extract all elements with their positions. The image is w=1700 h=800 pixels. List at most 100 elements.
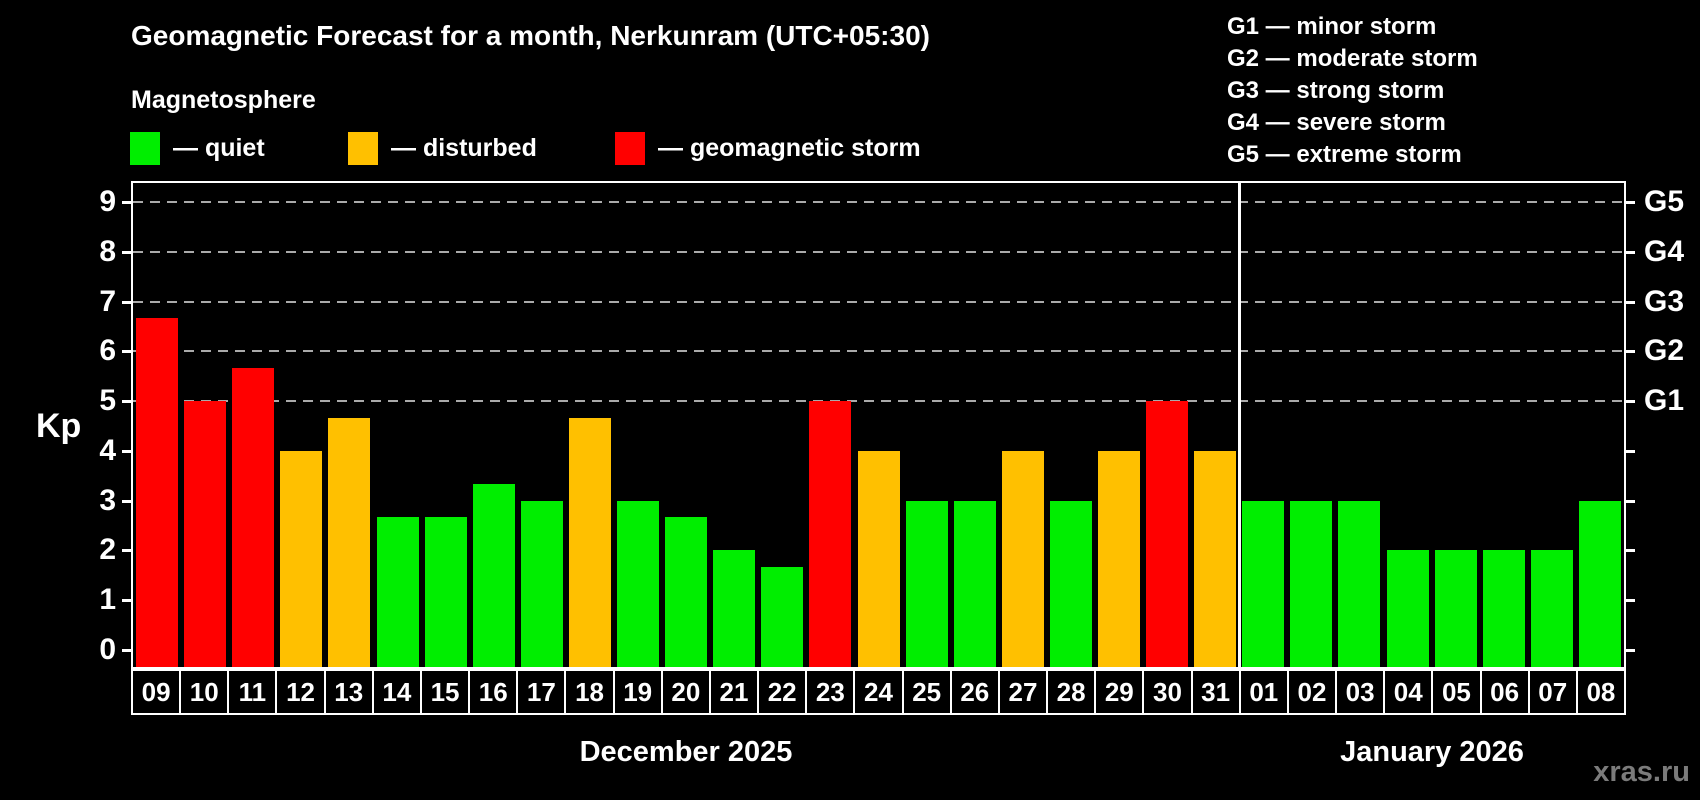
y-axis-tick-left-5: [122, 400, 133, 404]
y-axis-tick-right-6: [1624, 350, 1635, 354]
y-axis-tick-left-0: [122, 649, 133, 652]
month-label-0: December 2025: [579, 736, 793, 768]
y-axis-label-8: 8: [99, 234, 116, 268]
y-axis-label-4: 4: [99, 433, 116, 467]
bar-08: [1578, 501, 1621, 667]
day-cell-18: 18: [566, 671, 613, 713]
bar-16: [472, 484, 515, 667]
day-cell-31: 31: [1192, 671, 1239, 713]
bar-23: [809, 401, 852, 667]
y-axis-tick-left-2: [122, 549, 133, 553]
chart-title: Geomagnetic Forecast for a month, Nerkun…: [131, 20, 930, 51]
day-cell-15: 15: [421, 671, 469, 713]
day-cell-09: 09: [133, 671, 180, 713]
bar-13: [328, 418, 371, 667]
gridline-kp7: [133, 300, 1624, 303]
day-cell-25: 25: [903, 671, 950, 713]
y-axis-label-7: 7: [99, 284, 116, 318]
bar-10: [184, 401, 227, 667]
day-cell-30: 30: [1144, 671, 1191, 713]
y-axis-tick-right-4: [1624, 449, 1635, 453]
day-cell-03: 03: [1337, 671, 1384, 713]
day-cell-27: 27: [999, 671, 1047, 713]
day-cell-11: 11: [229, 671, 276, 713]
legend-label-disturbed: — disturbed: [391, 133, 537, 162]
day-cell-16: 16: [470, 671, 517, 713]
y-axis-tick-right-3: [1624, 499, 1635, 503]
bar-26: [953, 501, 996, 667]
y-axis-tick-right-7: [1624, 300, 1635, 304]
bar-30: [1146, 401, 1189, 667]
legend-label-quiet: — quiet: [173, 133, 265, 162]
day-cell-20: 20: [662, 671, 709, 713]
bar-21: [713, 550, 756, 667]
day-cell-13: 13: [325, 671, 372, 713]
y-axis-title: Kp: [36, 407, 82, 445]
right-axis-label-g5: G5: [1644, 185, 1685, 218]
right-axis-label-g1: G1: [1644, 384, 1685, 418]
plot-area: [131, 181, 1626, 669]
day-cell-24: 24: [855, 671, 902, 713]
y-axis-label-5: 5: [99, 384, 116, 418]
g-scale-line-2: G2 — moderate storm: [1227, 45, 1478, 72]
right-axis-label-g3: G3: [1644, 284, 1685, 318]
day-label-row: 09 10 11 12 13 14 15 16 17 18 19 20 21 22 23 24 25 26 27 28…: [131, 669, 1626, 715]
y-axis-tick-right-0: [1624, 649, 1635, 652]
quiet-swatch-icon: [130, 131, 160, 165]
bar-27: [1001, 451, 1044, 667]
month-label-1: January 2026: [1340, 736, 1524, 768]
day-cell-28: 28: [1048, 671, 1095, 713]
day-cell-19: 19: [614, 671, 661, 713]
right-axis-label-g2: G2: [1644, 334, 1685, 368]
y-axis-label-1: 1: [99, 583, 116, 617]
disturbed-swatch-icon: [348, 131, 378, 165]
y-axis-label-6: 6: [99, 334, 116, 368]
y-axis-tick-right-5: [1624, 400, 1635, 404]
bar-20: [665, 517, 708, 667]
legend-item-storm: — geomagnetic storm: [615, 131, 921, 165]
month-divider: [1237, 183, 1241, 667]
day-cell-21: 21: [710, 671, 758, 713]
legend-item-quiet: — quiet: [130, 131, 265, 165]
bar-18: [568, 418, 611, 667]
bar-22: [761, 567, 804, 667]
bar-24: [857, 451, 900, 667]
g-scale-line-3: G3 — strong storm: [1227, 77, 1445, 104]
y-axis-label-3: 3: [99, 483, 116, 517]
y-axis-tick-right-1: [1624, 599, 1635, 603]
legend-label-storm: — geomagnetic storm: [658, 133, 921, 162]
g-scale-line-5: G5 — extreme storm: [1227, 141, 1462, 168]
day-cell-08: 08: [1577, 671, 1624, 713]
day-cell-06: 06: [1481, 671, 1528, 713]
gridline-kp5: [133, 400, 1624, 403]
y-axis-label-9: 9: [99, 185, 116, 218]
bar-28: [1049, 501, 1092, 667]
y-axis-tick-left-1: [122, 599, 133, 603]
legend-item-disturbed: — disturbed: [348, 131, 537, 165]
y-axis-tick-left-3: [122, 499, 133, 503]
gridline-kp9: [133, 201, 1624, 203]
g-scale-line-1: G1 — minor storm: [1227, 13, 1437, 40]
y-axis-tick-right-9: [1624, 201, 1635, 204]
day-cell-14: 14: [373, 671, 420, 713]
y-axis-tick-left-4: [122, 449, 133, 453]
watermark: xras.ru: [1593, 756, 1690, 788]
bar-01: [1242, 501, 1285, 667]
day-cell-02: 02: [1288, 671, 1336, 713]
day-cell-26: 26: [951, 671, 998, 713]
storm-swatch-icon: [615, 131, 645, 165]
y-axis-label-2: 2: [99, 533, 116, 567]
y-axis-tick-left-6: [122, 350, 133, 354]
y-axis-tick-left-9: [122, 201, 133, 204]
bar-03: [1338, 501, 1381, 667]
bar-02: [1290, 501, 1333, 667]
y-axis-tick-left-8: [122, 250, 133, 254]
bar-15: [424, 517, 467, 667]
y-axis-tick-right-8: [1624, 250, 1635, 254]
bar-14: [376, 517, 419, 667]
day-cell-29: 29: [1096, 671, 1143, 713]
bar-17: [520, 501, 563, 667]
bar-05: [1434, 550, 1477, 667]
bar-07: [1530, 550, 1573, 667]
bar-11: [232, 368, 275, 667]
